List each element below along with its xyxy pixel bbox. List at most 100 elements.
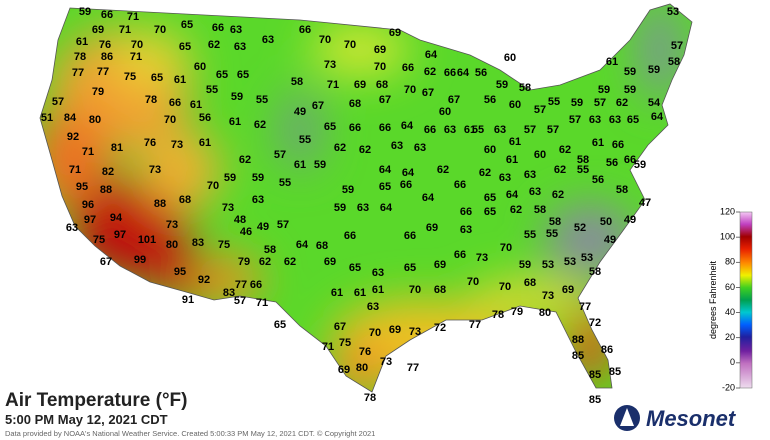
station-temp: 60 xyxy=(194,61,206,73)
station-temp: 66 xyxy=(212,22,224,34)
station-temp: 71 xyxy=(130,51,142,63)
station-temp: 59 xyxy=(224,172,236,184)
station-temp: 79 xyxy=(238,256,250,268)
station-temp: 73 xyxy=(171,139,183,151)
station-temp: 64 xyxy=(379,164,392,176)
station-temp: 56 xyxy=(484,94,496,106)
station-temp: 66 xyxy=(379,122,391,134)
station-temp: 69 xyxy=(562,284,574,296)
station-temp: 63 xyxy=(460,224,472,236)
station-temp: 68 xyxy=(376,79,388,91)
station-temp: 96 xyxy=(82,199,94,211)
station-temp: 65 xyxy=(484,206,496,218)
station-temp: 71 xyxy=(119,24,131,36)
station-temp: 64 xyxy=(401,120,414,132)
colorbar-tick-label: 80 xyxy=(725,257,735,267)
station-temp: 60 xyxy=(484,144,496,156)
title: Air Temperature (°F) xyxy=(5,390,188,411)
station-temp: 69 xyxy=(324,256,336,268)
station-temp: 80 xyxy=(89,114,101,126)
station-temp: 63 xyxy=(372,267,384,279)
station-temp: 99 xyxy=(134,254,146,266)
station-temp: 69 xyxy=(92,24,104,36)
station-temp: 82 xyxy=(102,166,114,178)
station-temp: 73 xyxy=(380,356,392,368)
station-temp: 63 xyxy=(414,142,426,154)
station-temp: 62 xyxy=(424,66,436,78)
station-temp: 78 xyxy=(492,309,504,321)
station-temp: 61 xyxy=(354,287,366,299)
station-temp: 85 xyxy=(572,350,584,362)
station-temp: 64 xyxy=(296,239,309,251)
station-temp: 61 xyxy=(294,159,306,171)
station-temp: 77 xyxy=(235,279,247,291)
station-temp: 58 xyxy=(668,56,680,68)
station-temp: 59 xyxy=(624,84,636,96)
station-temp: 83 xyxy=(223,287,235,299)
station-temp: 69 xyxy=(389,27,401,39)
logo-text: Mesonet xyxy=(646,406,737,431)
station-temp: 48 xyxy=(234,214,246,226)
station-temp: 58 xyxy=(519,82,531,94)
credit: Data provided by NOAA's National Weather… xyxy=(5,429,375,438)
station-temp: 63 xyxy=(357,202,369,214)
colorbar-tick-label: 20 xyxy=(725,332,735,342)
station-temp: 61 xyxy=(190,99,202,111)
station-temp: 70 xyxy=(154,24,166,36)
station-temp: 64 xyxy=(506,189,519,201)
station-temp: 69 xyxy=(374,44,386,56)
station-temp: 75 xyxy=(218,239,230,251)
station-temp: 60 xyxy=(509,99,521,111)
station-temp: 50 xyxy=(600,216,612,228)
station-temp: 62 xyxy=(616,97,628,109)
station-temp: 57 xyxy=(594,97,606,109)
station-temp: 53 xyxy=(542,259,554,271)
station-temp: 66 xyxy=(424,124,436,136)
station-temp: 66 xyxy=(250,279,262,291)
station-temp: 81 xyxy=(111,142,123,154)
station-temp: 62 xyxy=(479,167,491,179)
station-temp: 66 xyxy=(101,9,113,21)
station-temp: 60 xyxy=(534,149,546,161)
station-temp: 71 xyxy=(127,11,139,23)
station-temp: 62 xyxy=(208,39,220,51)
station-temp: 101 xyxy=(138,234,156,246)
station-temp: 59 xyxy=(519,259,531,271)
station-temp: 57 xyxy=(234,295,246,307)
station-temp: 49 xyxy=(624,214,636,226)
station-temp: 68 xyxy=(349,98,361,110)
station-temp: 59 xyxy=(334,202,346,214)
station-temp: 59 xyxy=(342,184,354,196)
station-temp: 49 xyxy=(604,234,616,246)
station-temp: 54 xyxy=(648,97,661,109)
station-temp: 53 xyxy=(564,256,576,268)
station-temp: 62 xyxy=(552,189,564,201)
station-temp: 55 xyxy=(256,94,268,106)
station-temp: 70 xyxy=(344,39,356,51)
station-temp: 59 xyxy=(598,84,610,96)
station-temp: 58 xyxy=(534,204,546,216)
station-temp: 55 xyxy=(577,164,589,176)
station-temp: 61 xyxy=(606,56,618,68)
station-temp: 57 xyxy=(534,104,546,116)
station-temp: 55 xyxy=(279,177,291,189)
station-temp: 75 xyxy=(124,71,136,83)
station-temp: 71 xyxy=(82,146,94,158)
station-temp: 65 xyxy=(627,114,639,126)
station-temp: 66 xyxy=(299,24,311,36)
station-temp: 59 xyxy=(252,172,264,184)
station-temp: 57 xyxy=(569,114,581,126)
station-temp: 73 xyxy=(166,219,178,231)
station-temp: 77 xyxy=(579,301,591,313)
station-temp: 64 xyxy=(422,192,435,204)
station-temp: 71 xyxy=(69,164,81,176)
station-temp: 57 xyxy=(524,124,536,136)
station-temp: 61 xyxy=(506,154,518,166)
colorbar-ticks: 120 100 80 60 40 20 0 -20 xyxy=(720,206,740,392)
station-temp: 59 xyxy=(624,66,636,78)
station-temp: 77 xyxy=(72,67,84,79)
station-temp: 77 xyxy=(407,362,419,374)
station-temp: 59 xyxy=(634,159,646,171)
